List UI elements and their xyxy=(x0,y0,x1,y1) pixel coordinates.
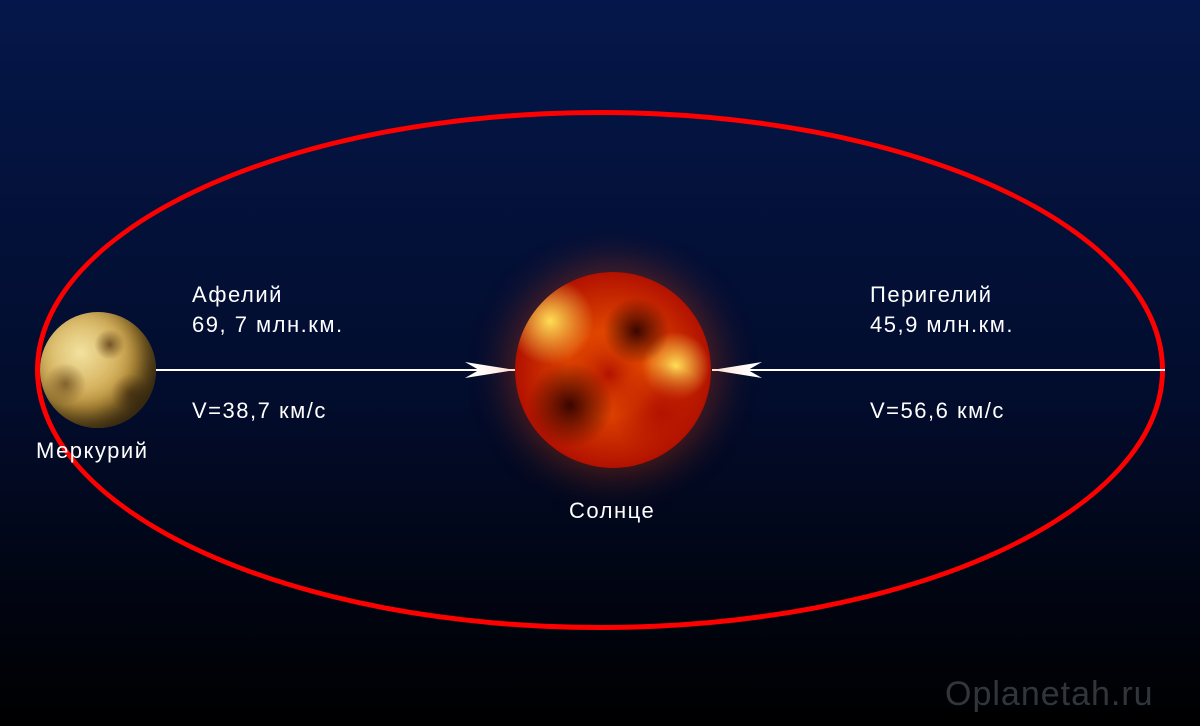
sun-label: Солнце xyxy=(569,498,655,524)
mercury xyxy=(40,312,156,428)
sun xyxy=(515,272,711,468)
perihelion-title: Перигелий xyxy=(870,282,993,308)
perihelion-arrowhead xyxy=(712,355,762,385)
perihelion-line xyxy=(712,369,1165,371)
aphelion-line xyxy=(156,369,515,371)
aphelion-title: Афелий xyxy=(192,282,283,308)
perihelion-velocity: V=56,6 км/с xyxy=(870,398,1005,424)
aphelion-distance: 69, 7 млн.км. xyxy=(192,312,344,338)
mercury-label: Меркурий xyxy=(36,438,148,464)
sun-core xyxy=(515,272,711,468)
perihelion-distance: 45,9 млн.км. xyxy=(870,312,1014,338)
aphelion-arrowhead xyxy=(465,355,515,385)
watermark: Oplanetah.ru xyxy=(945,675,1154,714)
aphelion-velocity: V=38,7 км/с xyxy=(192,398,327,424)
